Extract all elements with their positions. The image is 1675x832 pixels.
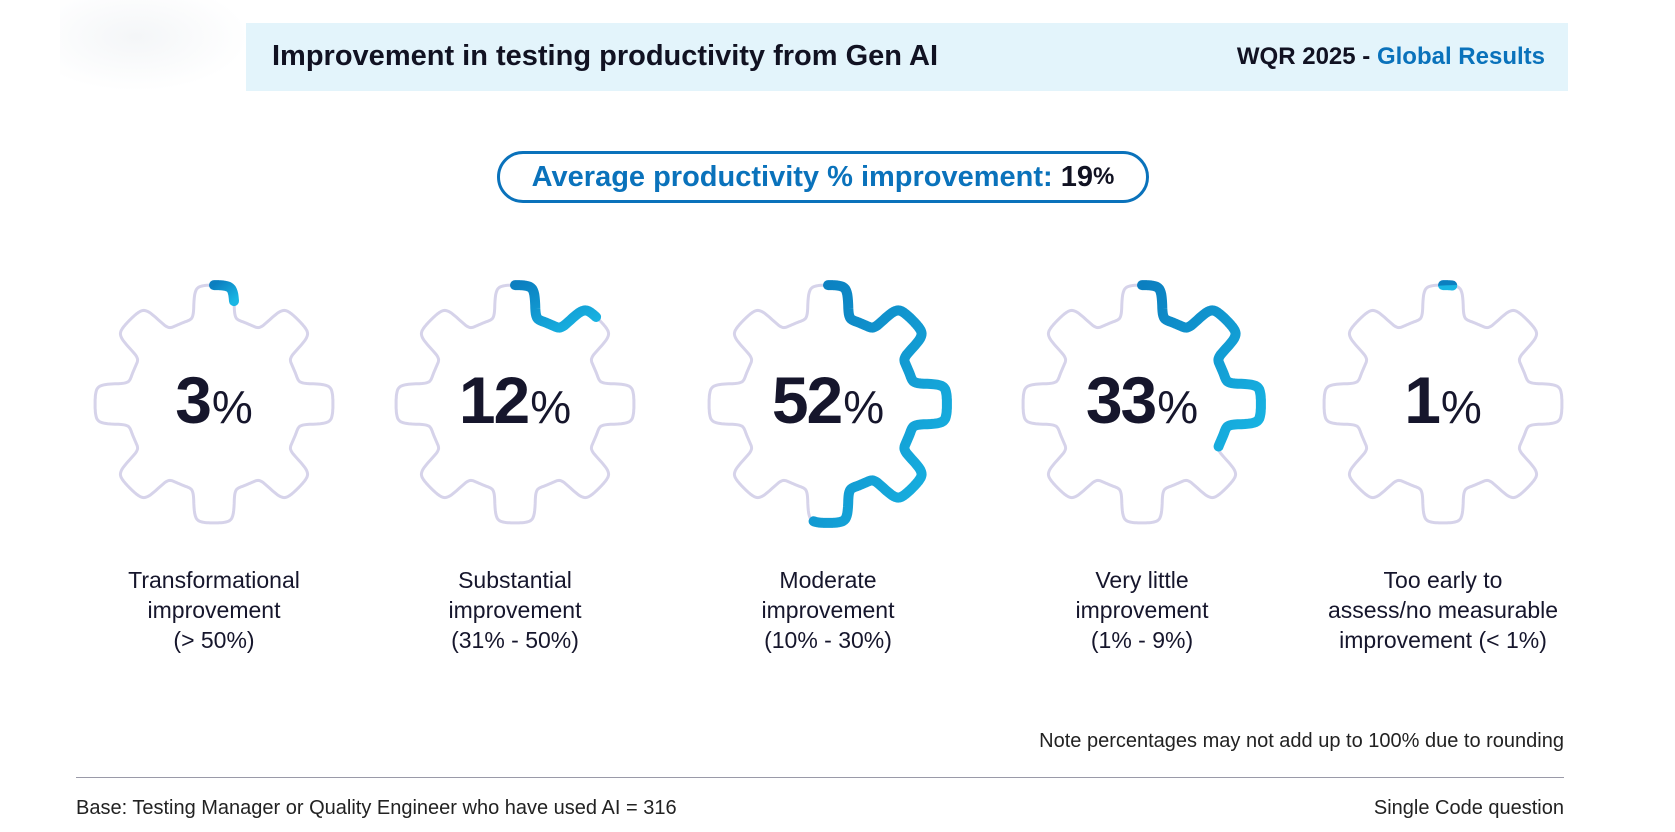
- category-label: Moderate improvement (10% - 30%): [688, 565, 968, 655]
- category-label-line: improvement: [1075, 597, 1209, 623]
- value-unit: %: [1157, 381, 1199, 433]
- value-number: 1: [1404, 363, 1441, 437]
- category-label-line: improvement: [761, 597, 895, 623]
- gear-progress-arc: [209, 280, 239, 307]
- page-title: Improvement in testing productivity from…: [272, 40, 938, 72]
- footer-divider: [76, 777, 1564, 778]
- category-label-line: Very little: [1095, 567, 1189, 593]
- value-number: 52: [771, 363, 843, 437]
- category-label: Very little improvement (1% - 9%): [1002, 565, 1282, 655]
- value-label: 12%: [385, 362, 645, 438]
- category-label-line: (31% - 50%): [451, 627, 579, 653]
- category-label-line: Moderate: [779, 567, 877, 593]
- question-type: Single Code question: [1373, 797, 1564, 819]
- value-unit: %: [530, 381, 572, 433]
- base-note: Base: Testing Manager or Quality Enginee…: [76, 797, 677, 819]
- average-label: Average productivity % improvement:: [531, 160, 1053, 193]
- category-label-line: improvement (< 1%): [1339, 627, 1547, 653]
- value-number: 3: [175, 363, 212, 437]
- category-label-line: improvement: [448, 597, 582, 623]
- value-number: 33: [1085, 363, 1157, 437]
- value-number: 12: [458, 363, 530, 437]
- category-label-line: (1% - 9%): [1090, 627, 1194, 653]
- gear-track: [1322, 283, 1564, 525]
- gear-track: [394, 283, 636, 525]
- gear-progress-arc: [1137, 280, 1266, 452]
- value-label: 1%: [1313, 362, 1573, 438]
- value-unit: %: [1440, 381, 1482, 433]
- value-unit: %: [211, 381, 253, 433]
- report-tag: WQR 2025 - Global Results: [1237, 43, 1545, 71]
- category-label-line: Too early to: [1383, 567, 1503, 593]
- category-label-line: improvement: [147, 597, 281, 623]
- gear-track: [93, 283, 335, 525]
- average-unit: %: [1092, 163, 1115, 190]
- category-label-line: (> 50%): [173, 627, 255, 653]
- report-name: WQR 2025 -: [1236, 43, 1377, 70]
- report-region: Global Results: [1376, 43, 1545, 70]
- category-label-line: Substantial: [458, 567, 572, 593]
- value-label: 52%: [698, 362, 958, 438]
- header-band: [246, 23, 1568, 91]
- logo-placeholder: [60, 0, 250, 92]
- category-label: Too early to assess/no measurable improvem…: [1303, 565, 1583, 655]
- value-label: 33%: [1012, 362, 1272, 438]
- category-label-line: Transformational: [128, 567, 300, 593]
- average-pill: Average productivity % improvement: 19%: [497, 151, 1149, 203]
- average-value: 19: [1060, 160, 1093, 193]
- value-label: 3%: [84, 362, 344, 438]
- category-label-line: (10% - 30%): [764, 627, 892, 653]
- value-unit: %: [843, 381, 885, 433]
- category-label: Transformational improvement (> 50%): [74, 565, 354, 655]
- category-label-line: assess/no measurable: [1327, 597, 1559, 623]
- category-label: Substantial improvement (31% - 50%): [375, 565, 655, 655]
- gear-progress-arc: [808, 280, 952, 528]
- rounding-note: Note percentages may not add up to 100% …: [1039, 730, 1564, 752]
- gear-progress-arc: [510, 280, 602, 333]
